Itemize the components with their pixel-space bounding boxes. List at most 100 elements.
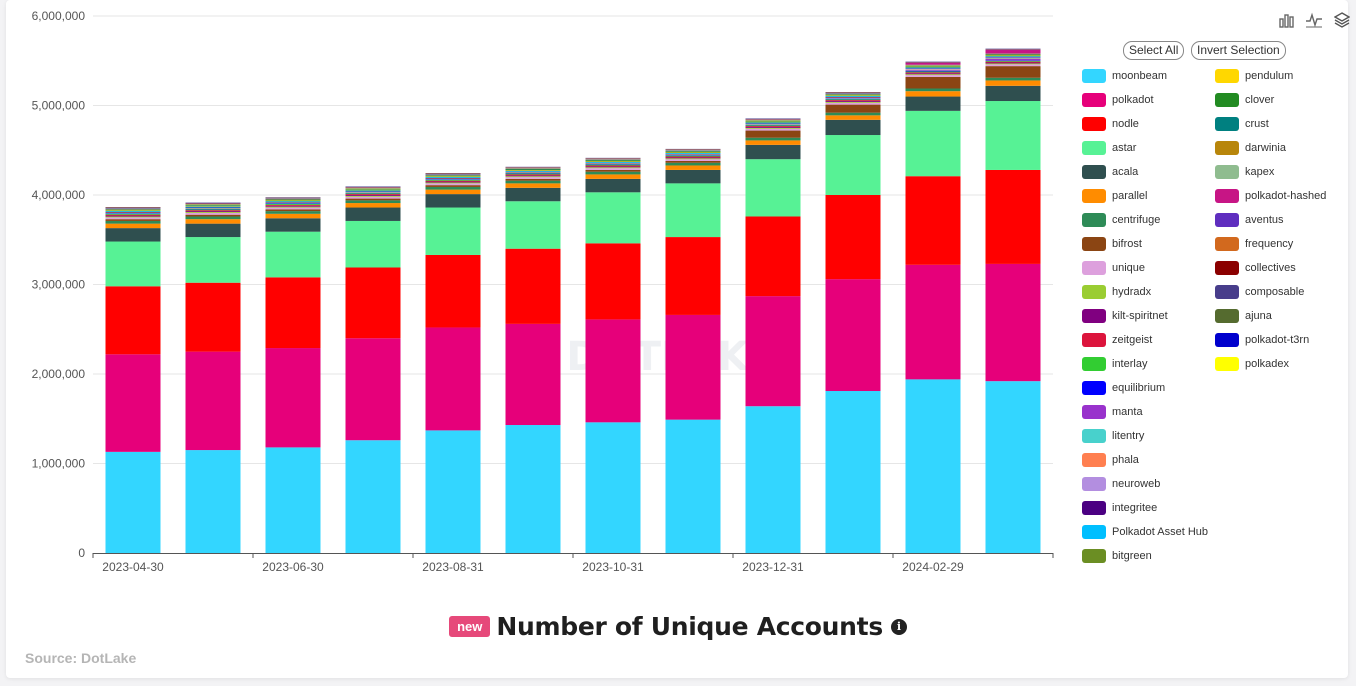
bar-segment-clover[interactable] — [425, 175, 481, 177]
bar-segment-bitgreen[interactable] — [105, 210, 161, 212]
bar-segment-kilt-spiritnet[interactable] — [905, 73, 961, 75]
legend-item-litentry[interactable]: litentry — [1082, 428, 1144, 444]
bar-segment-polkadot-asset-hub[interactable] — [345, 190, 401, 192]
bar-segment-unique[interactable] — [585, 168, 641, 170]
bar-segment-darwinia[interactable] — [585, 159, 641, 161]
bar-segment-kapex[interactable] — [425, 174, 481, 175]
bar-segment-aventus[interactable] — [825, 92, 881, 94]
bar-segment-centrifuge[interactable] — [665, 162, 721, 166]
bar-segment-kilt-spiritnet[interactable] — [105, 215, 161, 217]
bar-segment-moonbeam[interactable] — [985, 381, 1041, 553]
bar-segment-kapex[interactable] — [265, 198, 321, 200]
bar-segment-hydradx[interactable] — [425, 182, 481, 184]
bar-chart-icon[interactable] — [1276, 10, 1296, 30]
bar-segment-zeitgeist[interactable] — [105, 214, 161, 216]
legend-item-aventus[interactable]: aventus — [1215, 212, 1284, 228]
bar-segment-centrifuge[interactable] — [745, 137, 801, 141]
bar-segment-litentry[interactable] — [745, 124, 801, 125]
bar-segment-hydradx[interactable] — [185, 212, 241, 213]
bar-segment-litentry[interactable] — [585, 163, 641, 165]
bar-segment-clover[interactable] — [985, 54, 1041, 56]
bar-segment-manta[interactable] — [985, 58, 1041, 61]
bar-segment-bifrost[interactable] — [585, 169, 641, 172]
bar-segment-crust[interactable] — [105, 209, 161, 210]
bar-segment-astar[interactable] — [825, 135, 881, 195]
bar-segment-equilibrium[interactable] — [505, 173, 561, 174]
bar-segment-kilt-spiritnet[interactable] — [345, 195, 401, 196]
bar-segment-composable[interactable] — [585, 157, 641, 159]
bar-segment-hydradx[interactable] — [825, 101, 881, 103]
bar-segment-equilibrium[interactable] — [825, 98, 881, 100]
bar-segment-equilibrium[interactable] — [265, 203, 321, 205]
legend-item-clover[interactable]: clover — [1215, 92, 1274, 108]
legend-item-integritee[interactable]: integritee — [1082, 500, 1157, 516]
bar-segment-darwinia[interactable] — [345, 188, 401, 189]
legend-item-collectives[interactable]: collectives — [1215, 260, 1296, 276]
legend-item-equilibrium[interactable]: equilibrium — [1082, 380, 1165, 396]
bar-segment-interlay[interactable] — [985, 60, 1041, 62]
bar-segment-kilt-spiritnet[interactable] — [265, 205, 321, 207]
bar-segment-aventus[interactable] — [185, 203, 241, 205]
bar-segment-frequency[interactable] — [185, 203, 241, 204]
bar-segment-zeitgeist[interactable] — [185, 210, 241, 212]
bar-segment-interlay[interactable] — [825, 99, 881, 101]
bar-segment-nodle[interactable] — [985, 169, 1041, 264]
bar-segment-frequency[interactable] — [665, 149, 721, 150]
legend-item-astar[interactable]: astar — [1082, 140, 1136, 156]
legend-item-pendulum[interactable]: pendulum — [1215, 68, 1293, 84]
bar-segment-integritee[interactable] — [505, 171, 561, 173]
bar-segment-nodle[interactable] — [825, 195, 881, 280]
bar-segment-moonbeam[interactable] — [665, 419, 721, 553]
bar-segment-clover[interactable] — [505, 169, 561, 170]
bar-segment-kilt-spiritnet[interactable] — [505, 175, 561, 177]
bar-segment-polkadot[interactable] — [265, 348, 321, 448]
bar-segment-integritee[interactable] — [425, 177, 481, 179]
bar-segment-pendulum[interactable] — [345, 189, 401, 191]
bar-segment-interlay[interactable] — [265, 203, 321, 205]
bar-segment-composable[interactable] — [665, 148, 721, 150]
bar-segment-frequency[interactable] — [505, 167, 561, 168]
bar-segment-integritee[interactable] — [985, 57, 1041, 58]
bar-segment-aventus[interactable] — [425, 173, 481, 175]
bar-segment-crust[interactable] — [505, 169, 561, 170]
bar-segment-parallel[interactable] — [345, 203, 401, 208]
stack-icon[interactable] — [1332, 10, 1352, 30]
bar-segment-crust[interactable] — [905, 65, 961, 67]
bar-segment-acala[interactable] — [665, 169, 721, 184]
bar-segment-phala[interactable] — [745, 123, 801, 125]
bar-segment-equilibrium[interactable] — [345, 192, 401, 194]
bar-segment-aventus[interactable] — [745, 119, 801, 120]
bar-segment-phala[interactable] — [665, 154, 721, 155]
bar-segment-acala[interactable] — [745, 144, 801, 160]
bar-segment-darwinia[interactable] — [985, 54, 1041, 55]
bar-segment-unique[interactable] — [825, 102, 881, 105]
bar-segment-kapex[interactable] — [665, 150, 721, 151]
info-icon[interactable]: i — [890, 618, 907, 635]
bar-segment-centrifuge[interactable] — [185, 216, 241, 220]
bar-segment-litentry[interactable] — [425, 178, 481, 180]
bar-segment-aventus[interactable] — [265, 198, 321, 199]
bar-segment-parallel[interactable] — [665, 165, 721, 170]
bar-segment-bifrost[interactable] — [745, 130, 801, 138]
bar-segment-hydradx[interactable] — [585, 167, 641, 169]
bar-segment-manta[interactable] — [825, 98, 881, 99]
bar-segment-composable[interactable] — [825, 92, 881, 93]
bar-segment-polkadot-asset-hub[interactable] — [185, 206, 241, 208]
bar-segment-phala[interactable] — [185, 207, 241, 209]
bar-segment-polkadot-asset-hub[interactable] — [905, 67, 961, 69]
bar-segment-neuroweb[interactable] — [985, 57, 1041, 59]
bar-segment-parallel[interactable] — [825, 115, 881, 120]
bar-segment-bitgreen[interactable] — [905, 67, 961, 68]
bar-segment-hydradx[interactable] — [905, 74, 961, 76]
legend-item-parallel[interactable]: parallel — [1082, 188, 1147, 204]
bar-segment-clover[interactable] — [745, 121, 801, 122]
bar-segment-nodle[interactable] — [425, 254, 481, 328]
bar-segment-nodle[interactable] — [265, 277, 321, 349]
bar-segment-acala[interactable] — [265, 218, 321, 232]
bar-segment-polkadot-asset-hub[interactable] — [585, 161, 641, 163]
bar-segment-composable[interactable] — [425, 173, 481, 174]
bar-segment-pendulum[interactable] — [105, 210, 161, 211]
bar-segment-phala[interactable] — [105, 212, 161, 213]
legend-item-ajuna[interactable]: ajuna — [1215, 308, 1272, 324]
bar-segment-bitgreen[interactable] — [825, 95, 881, 97]
